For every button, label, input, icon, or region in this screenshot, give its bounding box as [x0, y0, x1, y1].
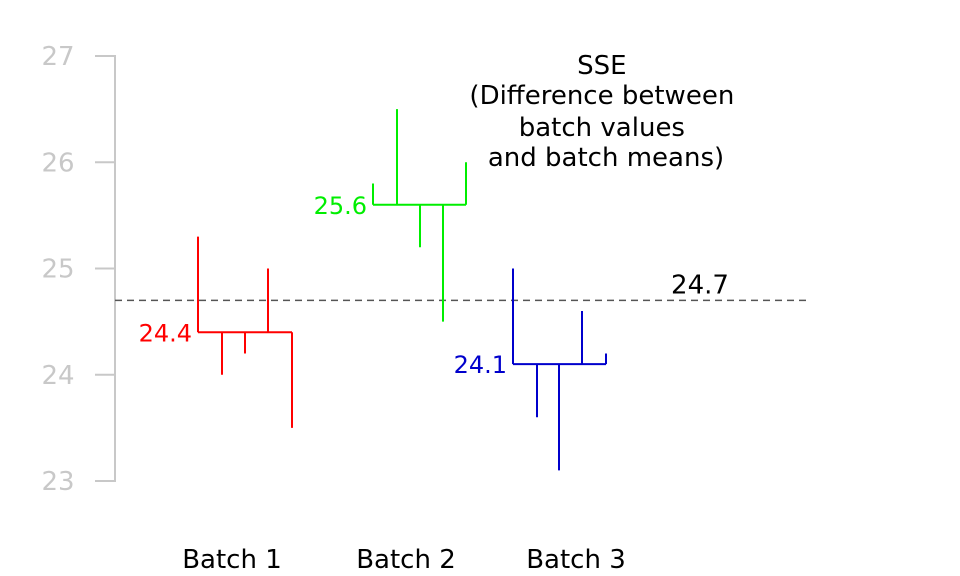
- batch-mean-label: 24.4: [139, 319, 192, 347]
- y-ticks: 23 24 25 26 27: [41, 42, 74, 497]
- batch-mean-label: 25.6: [314, 192, 367, 220]
- y-tick-label: 27: [41, 42, 74, 72]
- batch-mean-label: 24.1: [454, 351, 507, 379]
- batch-label: Batch 3: [526, 545, 626, 575]
- batch-label: Batch 1: [182, 545, 282, 575]
- grand-mean-label: 24.7: [671, 270, 729, 300]
- batch-group: 25.6 Batch 2: [314, 109, 467, 575]
- batch-groups: 24.4 Batch 1 25.6 Batch 2 24.1 Batch 3: [139, 109, 626, 575]
- batch-group: 24.1 Batch 3: [454, 268, 626, 575]
- sse-annotation-line: (Difference between: [469, 81, 734, 111]
- sse-annotation-line: and batch means): [488, 143, 724, 173]
- y-axis-line: [95, 55, 116, 482]
- y-tick-label: 25: [41, 255, 74, 285]
- sse-annotation-line: batch values: [519, 113, 685, 143]
- sse-annotation: SSE (Difference between batch values and…: [469, 51, 742, 173]
- batch-label: Batch 2: [356, 545, 456, 575]
- sse-annotation-line: SSE: [577, 51, 626, 81]
- y-axis: [95, 55, 116, 482]
- batch-group: 24.4 Batch 1: [139, 236, 293, 575]
- y-tick-label: 23: [41, 467, 74, 497]
- y-tick-label: 24: [41, 361, 74, 391]
- y-tick-label: 26: [41, 148, 74, 178]
